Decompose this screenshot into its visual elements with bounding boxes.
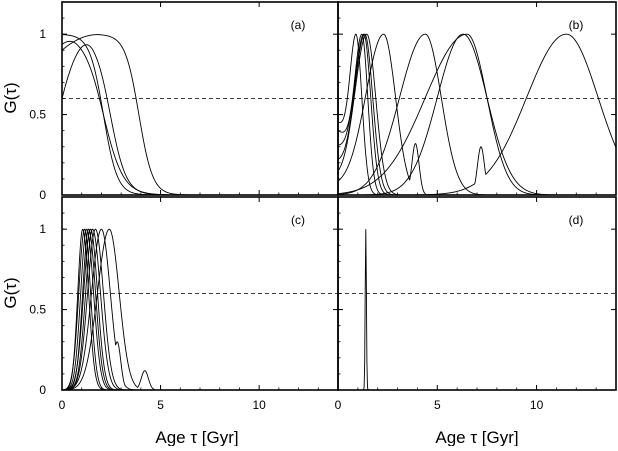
x-axis-label-left: Age τ [Gyr] xyxy=(155,428,238,446)
curve-9 xyxy=(337,33,616,196)
panels-layer: 00.51(a) (b)00.510 5 10(c)0 5 10(d) xyxy=(29,1,617,412)
x-axis-label-right: Age τ [Gyr] xyxy=(435,428,518,446)
panel-label: (c) xyxy=(291,213,305,227)
x-tick-label: 10 xyxy=(252,398,266,412)
curve-7 xyxy=(61,228,338,391)
y-axis-label-top: G(τ) xyxy=(1,82,20,113)
y-tick-label: 0.5 xyxy=(29,303,46,317)
curve-3 xyxy=(61,228,338,391)
y-tick-label: 0.5 xyxy=(29,108,46,122)
x-tick-label: 5 xyxy=(434,398,441,412)
panel-d: 0 5 10 (d) xyxy=(335,196,617,412)
y-tick-label: 0 xyxy=(39,188,46,202)
curve-10 xyxy=(338,33,617,196)
curve-2 xyxy=(61,44,338,196)
x-tick-label: 10 xyxy=(530,398,544,412)
curve-2 xyxy=(61,228,338,391)
axis-labels-layer: G(τ) G(τ) Age τ [Gyr] Age τ [Gyr] xyxy=(1,82,519,447)
x-tick-label: 5 xyxy=(157,398,164,412)
curve-3 xyxy=(61,40,338,196)
panel-c: 00.510 5 10(c) xyxy=(29,196,339,412)
curve-1 xyxy=(338,229,616,391)
curve-4 xyxy=(61,34,338,196)
panel-a: 0 0.5 1 (a) xyxy=(29,1,339,202)
panel-b: (b) xyxy=(337,1,617,196)
curve-4 xyxy=(62,228,338,391)
y-tick-label: 1 xyxy=(39,27,46,41)
panel-label: (a) xyxy=(291,18,306,32)
curve-5 xyxy=(61,228,338,391)
y-tick-label: 1 xyxy=(39,222,46,236)
x-tick-label: 0 xyxy=(59,398,66,412)
panel-label: (b) xyxy=(569,18,584,32)
panel-label: (d) xyxy=(569,213,584,227)
y-tick-label: 0 xyxy=(39,383,46,397)
curve-6 xyxy=(62,228,338,391)
curve-9 xyxy=(61,228,338,391)
x-tick-label: 0 xyxy=(335,398,342,412)
curve-8 xyxy=(61,228,338,391)
y-axis-label-bottom: G(τ) xyxy=(1,277,20,308)
curve-1 xyxy=(61,228,338,391)
